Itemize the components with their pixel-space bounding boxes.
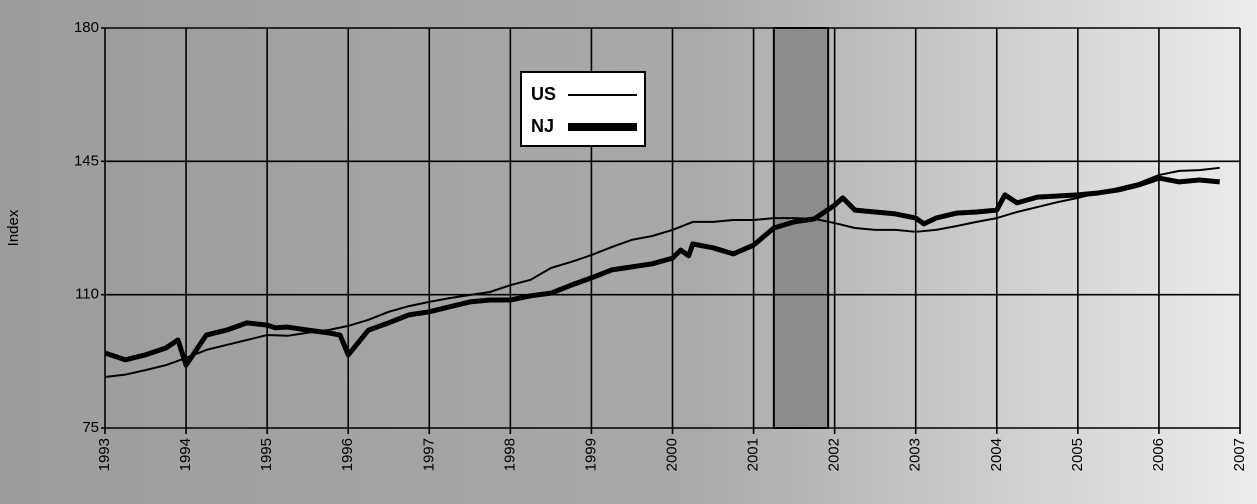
recession-band	[772, 27, 830, 429]
x-tick-label: 1996	[339, 438, 356, 471]
x-tick-label: 1993	[96, 438, 113, 471]
x-tick-label: 2003	[907, 438, 924, 471]
y-tick-label: 110	[75, 286, 99, 303]
x-tick-label: 2006	[1150, 438, 1167, 471]
line-series	[104, 166, 1220, 378]
y-axis-label: Index	[5, 209, 22, 246]
x-tick-label: 1994	[177, 438, 194, 471]
y-tick-label: 180	[74, 19, 99, 36]
legend-box	[520, 71, 646, 147]
y-tick-label: 75	[82, 419, 99, 436]
line-series	[104, 175, 1220, 368]
x-tick-label: 2000	[663, 438, 680, 471]
x-tick-label: 1998	[501, 438, 518, 471]
x-tick-label: 2004	[988, 438, 1005, 471]
x-tick-label: 2007	[1231, 438, 1248, 471]
x-tick-label: 2002	[826, 438, 843, 471]
legend-label: US	[531, 84, 556, 104]
y-tick-label: 145	[74, 152, 99, 169]
x-tick-label: 1995	[258, 438, 275, 471]
x-tick-label: 1999	[582, 438, 599, 471]
x-tick-label: 2005	[1069, 438, 1086, 471]
x-tick-label: 2001	[745, 438, 762, 471]
legend-label: NJ	[531, 116, 554, 136]
x-tick-label: 1997	[420, 438, 437, 471]
